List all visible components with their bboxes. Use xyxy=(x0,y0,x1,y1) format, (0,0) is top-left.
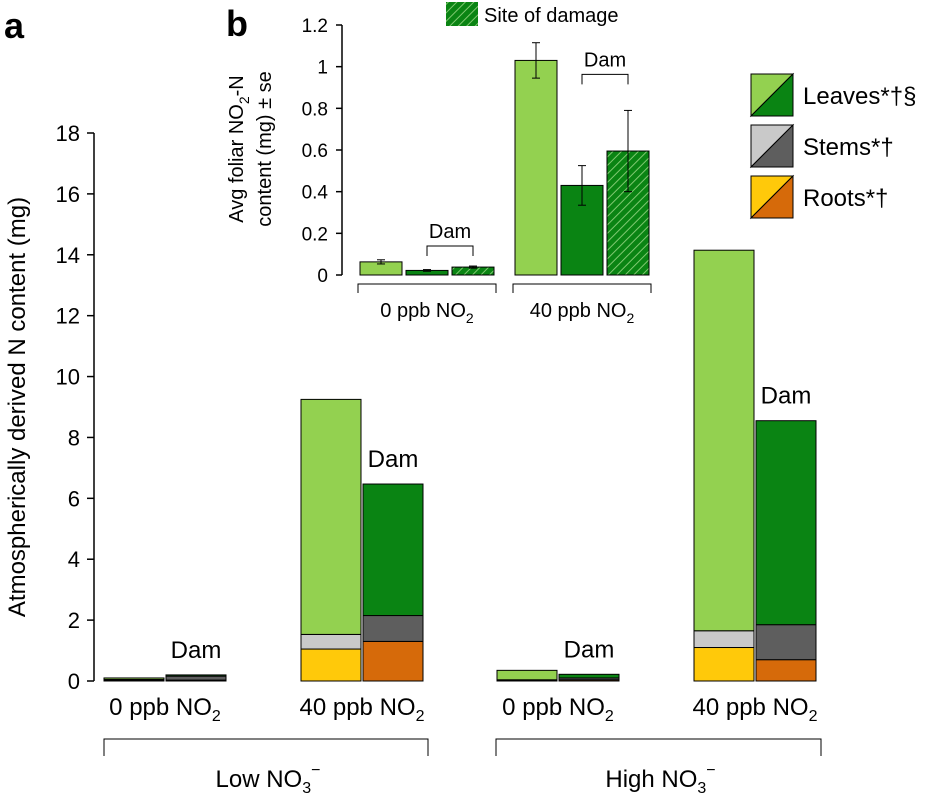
nitrate-bracket xyxy=(495,738,822,756)
bar-segment-roots-damaged xyxy=(755,659,817,682)
legend-site-label: Site of damage xyxy=(484,5,619,27)
chart-a-y-tick-label: 16 xyxy=(56,182,80,207)
chart-b-dam-brackets: Dam Dam xyxy=(426,49,629,257)
chart-a-y-tick-label: 8 xyxy=(68,425,80,450)
chart-a-y-tick-label: 18 xyxy=(56,121,80,146)
chart-b-ylabel-line2: content (mg) ± se xyxy=(254,71,276,226)
inset-x-label-group: 0 ppb NO2 xyxy=(380,300,474,326)
inset-group-bracket xyxy=(357,283,497,293)
dam-annotation: Dam xyxy=(564,636,615,663)
legend-item-site-of-damage: Site of damage xyxy=(446,2,619,27)
chart-b-bars xyxy=(359,59,650,276)
chart-a-bars: Dam Dam Dam Dam xyxy=(103,249,817,682)
dam-annotation: Dam xyxy=(761,383,812,410)
bar-segment-leaves-undamaged xyxy=(496,669,558,681)
legend-leaves-label: Leaves*†§ xyxy=(803,83,916,110)
legend-item-leaves: Leaves*†§ xyxy=(749,72,916,118)
bar-segment-leaves-undamaged xyxy=(103,677,165,680)
legend-leaves-damaged-swatch xyxy=(749,72,794,117)
bar-segment-leaves-undamaged xyxy=(693,249,755,632)
panel-b-label: b xyxy=(226,3,248,44)
chart-a-y-ticks: 0 2 4 6 8 10 12 14 16 18 xyxy=(56,121,94,694)
legend-roots-label: Roots*† xyxy=(803,185,888,212)
bar-segment-leaves-damaged xyxy=(755,420,817,626)
chart-a-y-tick-label: 12 xyxy=(56,304,80,329)
chart-a-x-labels: 0 ppb NO2 40 ppb NO2 0 ppb NO2 40 ppb NO2 xyxy=(109,694,817,725)
bar-segment-stems-damaged xyxy=(362,615,424,642)
chart-a-y-tick-label: 10 xyxy=(56,365,80,390)
bar-segment-stems-damaged xyxy=(165,675,227,681)
bar-segment-stems-damaged xyxy=(755,624,817,661)
bar-segment-stems-undamaged xyxy=(300,633,362,650)
bar-segment-roots-undamaged xyxy=(300,648,362,682)
nitrate-group-label: Low NO3− xyxy=(216,762,321,797)
bar-segment-leaves-damaged xyxy=(165,674,227,677)
legend-roots-damaged-swatch xyxy=(749,174,794,219)
chart-b-y-tick-label: 0.6 xyxy=(302,141,328,162)
chart-b-y-tick-label: 0 xyxy=(317,266,328,287)
inset-bar-undamaged xyxy=(514,59,558,276)
chart-b-error-bars xyxy=(377,42,632,272)
dam-annotation: Dam xyxy=(368,446,419,473)
legend-stems-label: Stems*† xyxy=(803,134,894,161)
chart-b-y-tick-label: 0.2 xyxy=(302,224,328,245)
bar-segment-leaves-damaged xyxy=(558,673,620,679)
chart-a-y-tick-label: 4 xyxy=(68,547,80,572)
chart-b-x-labels: 0 ppb NO2 40 ppb NO2 xyxy=(357,283,652,326)
chart-b-y-tick-label: 0.4 xyxy=(302,183,329,204)
dam-bracket-label: Dam xyxy=(584,49,626,71)
chart-b: 0 0.2 0.4 0.6 0.8 1 1.2 Avg foliar NO2-N conte… xyxy=(226,16,652,326)
dam-bracket xyxy=(581,73,629,85)
nitrate-bracket xyxy=(103,738,429,756)
bar-segment-roots-undamaged xyxy=(693,647,755,682)
dam-annotation: Dam xyxy=(171,637,222,664)
x-label-group: 40 ppb NO2 xyxy=(693,694,818,725)
x-label-group: 40 ppb NO2 xyxy=(300,694,425,725)
chart-a: 0 2 4 6 8 10 12 14 16 18 Atmospherically derived … xyxy=(4,121,822,797)
chart-b-y-tick-label: 0.8 xyxy=(302,99,328,120)
legend-site-swatch xyxy=(446,2,478,26)
bar-segment-roots-damaged xyxy=(362,640,424,682)
dam-bracket-label: Dam xyxy=(429,221,471,243)
chart-a-y-tick-label: 14 xyxy=(56,243,80,268)
dam-bracket xyxy=(426,245,474,257)
x-label-group: 0 ppb NO2 xyxy=(109,694,221,725)
chart-b-y-ticks: 0 0.2 0.4 0.6 0.8 1 1.2 xyxy=(302,16,342,287)
chart-b-y-tick-label: 1 xyxy=(317,58,328,79)
bar-segment-stems-undamaged xyxy=(693,630,755,649)
legend-stems-damaged-swatch xyxy=(749,123,794,168)
chart-a-ylabel: Atmospherically derived N content (mg) xyxy=(4,197,31,617)
chart-b-ylabel-line1: Avg foliar NO2-N xyxy=(226,75,252,222)
chart-a-nitrate-groups: Low NO3− High NO3− xyxy=(103,738,822,797)
bar-segment-leaves-damaged xyxy=(362,483,424,617)
chart-b-y-tick-label: 1.2 xyxy=(302,16,328,37)
bar-segment-leaves-undamaged xyxy=(300,398,362,635)
chart-a-y-tick-label: 0 xyxy=(68,669,80,694)
chart-a-y-tick-label: 2 xyxy=(68,608,80,633)
panel-a-label: a xyxy=(4,5,25,46)
x-label-group: 0 ppb NO2 xyxy=(502,694,614,725)
legend: Leaves*†§ Stems*† Roots*† Site of damage xyxy=(446,2,916,220)
legend-item-roots: Roots*† xyxy=(749,174,888,220)
chart-a-y-tick-label: 6 xyxy=(68,486,80,511)
legend-item-stems: Stems*† xyxy=(749,123,894,169)
inset-group-bracket xyxy=(512,283,652,293)
inset-x-label-group: 40 ppb NO2 xyxy=(530,300,635,326)
nitrate-group-label: High NO3− xyxy=(605,762,715,797)
